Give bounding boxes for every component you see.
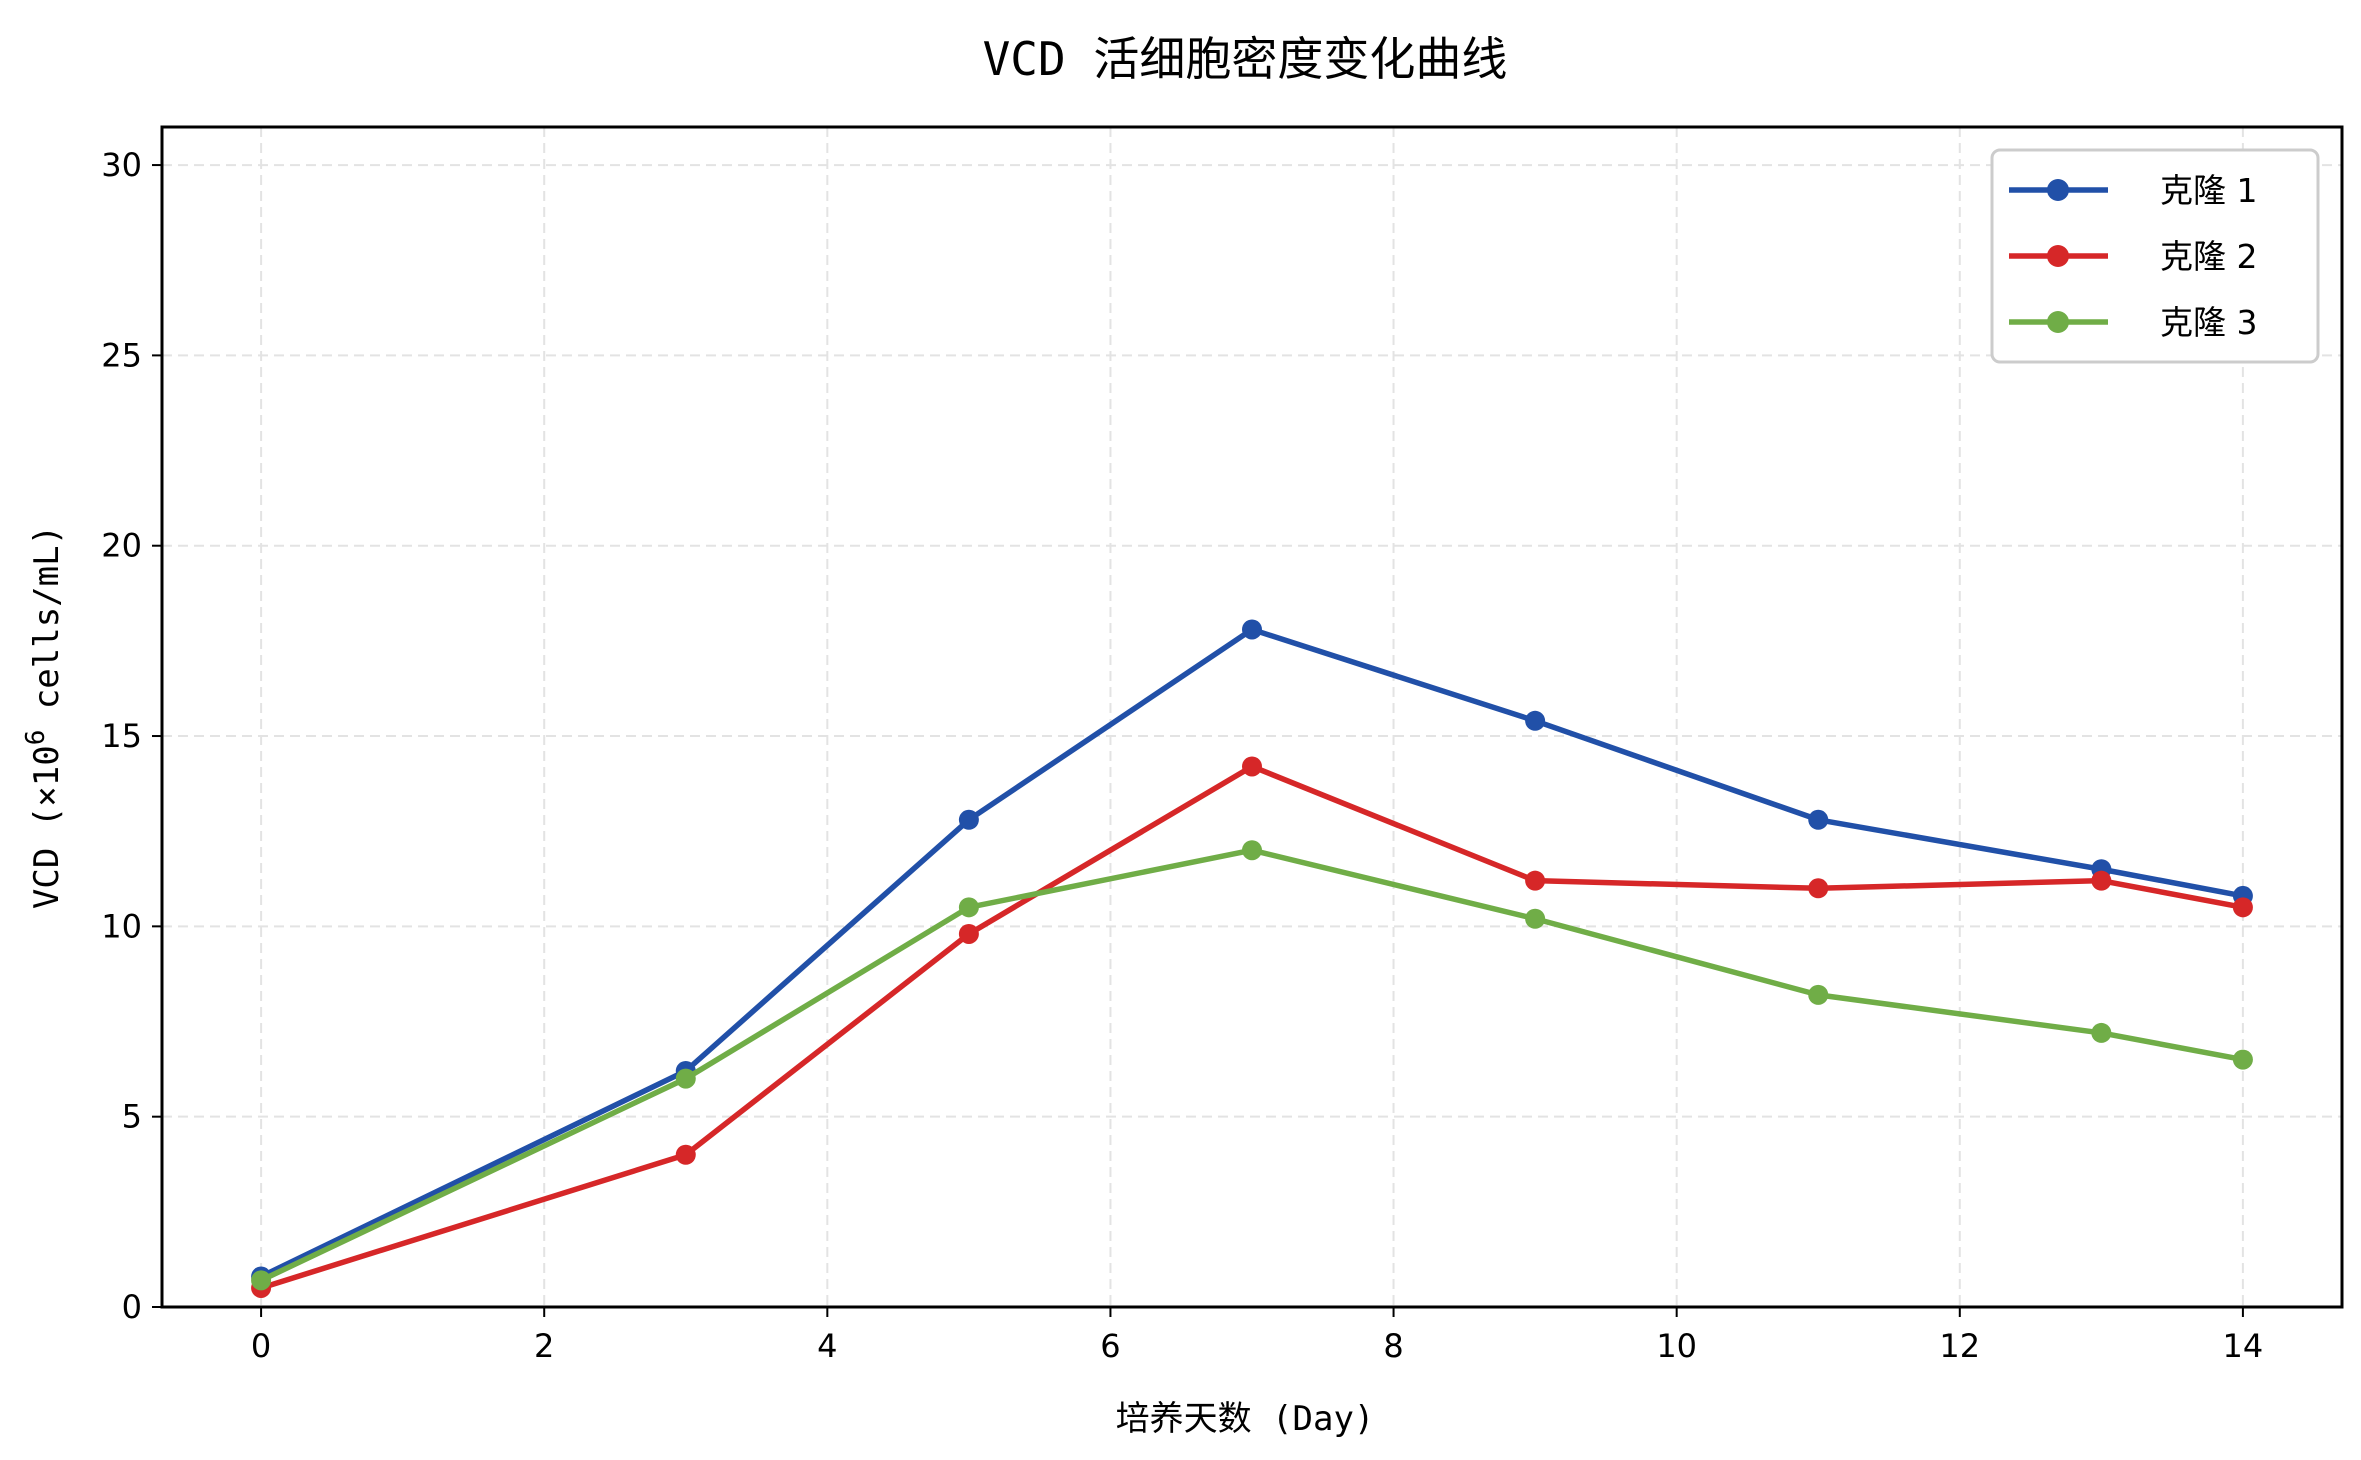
data-point [958,809,979,830]
data-point [2232,1049,2253,1070]
x-tick-label: 12 [1939,1327,1980,1365]
legend-marker-3 [2047,311,2069,333]
legend-label-2: 克隆 2 [2160,237,2258,276]
y-tick-label: 30 [101,146,142,184]
data-point [1808,984,1829,1005]
data-point [1525,908,1546,929]
data-point [958,923,979,944]
x-tick-label: 8 [1383,1327,1403,1365]
series-lines [251,619,2253,1298]
x-tick-label: 14 [2223,1327,2264,1365]
plot-frame [160,125,2344,1309]
series-line-1 [259,626,2244,1280]
y-tick-label: 0 [122,1288,142,1326]
data-point [1808,878,1829,899]
data-point [675,1144,696,1165]
data-point [1242,619,1262,640]
y-tick-label: 25 [101,336,142,374]
legend-label-3: 克隆 3 [2160,303,2258,342]
x-axis-label: 培养天数 (Day) [1116,1399,1375,1439]
series-line-2 [260,763,2244,1291]
legend: 克隆 1 克隆 2 克隆 3 [1990,148,2320,364]
data-point [2091,1022,2112,1043]
y-tick-label: 10 [101,907,142,945]
data-point [2232,897,2253,918]
data-point [675,1068,696,1089]
legend-marker-2 [2047,245,2069,267]
y-tick-label: 20 [101,527,142,565]
y-axis-label: VCD (×106 cells/mL) [21,525,67,909]
legend-box [1990,148,2320,364]
axis-ticks: 0 2 4 6 8 10 12 14 0 5 10 15 20 25 30 [101,146,2263,1365]
legend-marker-1 [2047,179,2069,201]
y-tick-label: 5 [122,1098,142,1136]
data-point [1808,809,1829,830]
data-point [1242,756,1262,777]
x-tick-label: 0 [251,1327,271,1365]
x-tick-label: 6 [1100,1327,1120,1365]
data-point [1525,710,1546,731]
x-tick-label: 4 [817,1327,837,1365]
data-point [958,897,979,918]
data-point [251,1270,272,1291]
data-point [1525,870,1546,891]
legend-label-1: 克隆 1 [2160,171,2258,210]
chart-title: VCD 活细胞密度变化曲线 [983,32,1508,86]
data-point [2091,870,2112,891]
data-point [1242,840,1262,861]
series-line-3 [259,847,2244,1283]
x-tick-label: 2 [534,1327,554,1365]
y-tick-label: 15 [101,717,142,755]
x-tick-label: 10 [1656,1327,1697,1365]
